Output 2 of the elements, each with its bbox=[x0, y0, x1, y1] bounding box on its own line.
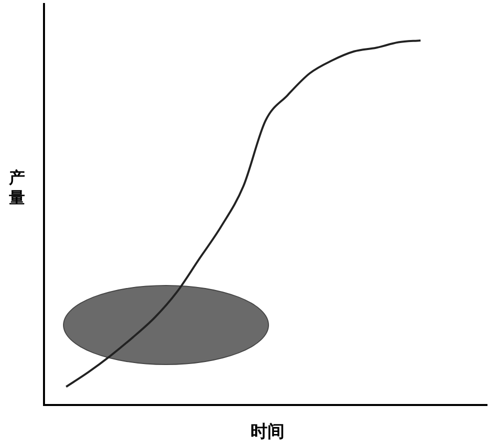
y-axis-title: 产量 bbox=[8, 168, 26, 208]
x-axis-title: 时间 bbox=[250, 421, 286, 443]
